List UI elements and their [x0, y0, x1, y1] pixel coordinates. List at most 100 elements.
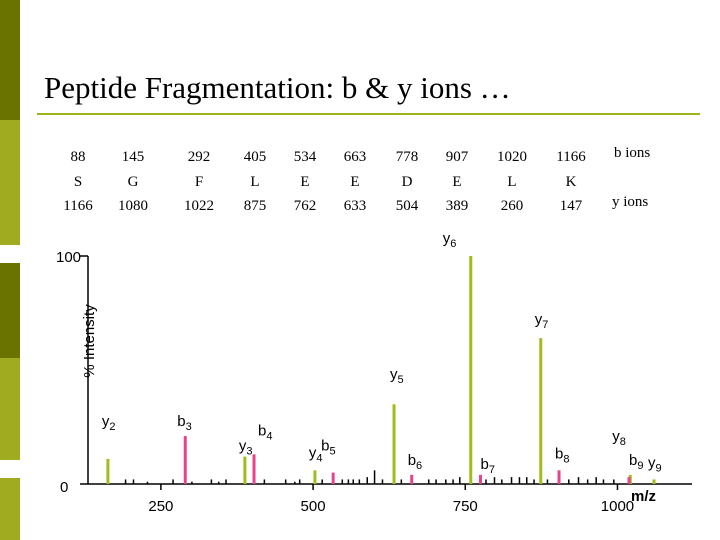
y-ions-label: y ions	[612, 194, 649, 210]
ion-number: 7	[542, 319, 548, 331]
y-tick-label: 100	[56, 249, 81, 266]
sidebar-band	[0, 478, 20, 540]
x-axis-label: m/z	[631, 488, 656, 505]
y-ion-mass: 260	[500, 198, 524, 214]
ion-letter: y	[309, 444, 317, 461]
ion-number: 6	[416, 460, 422, 472]
b-ion-mass: 778	[395, 149, 419, 165]
ion-letter: b	[177, 413, 185, 430]
ion-number: 8	[620, 436, 626, 448]
peak-label: y4	[309, 444, 323, 464]
ion-letter: y	[535, 311, 543, 328]
peak-label: b3	[177, 413, 191, 433]
peak-label: b7	[480, 456, 494, 476]
sequence-column: 145 G 1080	[103, 145, 163, 219]
amino-acid: L	[507, 173, 517, 190]
ion-letter: y	[239, 438, 247, 455]
peak-label: b6	[408, 452, 422, 472]
b-ion-mass: 663	[343, 149, 367, 165]
sidebar-band	[0, 263, 20, 358]
slide-title: Peptide Fragmentation: b & y ions …	[44, 70, 511, 105]
y-axis-label: % Intensity	[81, 304, 98, 378]
y-ion-mass: 504	[395, 198, 419, 214]
ion-letter: y	[443, 230, 451, 247]
ion-number: 3	[186, 421, 192, 433]
amino-acid: E	[300, 173, 310, 190]
b-ion-mass: 292	[187, 149, 211, 165]
sequence-column: 292 F 1022	[169, 145, 229, 219]
y-ion-mass: 633	[343, 198, 367, 214]
sequence-column: 778 D 504	[377, 145, 437, 219]
sequence-column: 534 E 762	[275, 145, 335, 219]
amino-acid: K	[565, 173, 577, 190]
sidebar-band	[0, 245, 20, 263]
slide-sidebar	[0, 0, 20, 540]
x-tick-label: 750	[453, 498, 478, 515]
sidebar-band	[0, 0, 20, 120]
sequence-column: 907 E 389	[427, 145, 487, 219]
b-ion-mass: 145	[121, 149, 145, 165]
peak-label: y6	[443, 230, 457, 250]
ion-number: 4	[266, 430, 272, 442]
peak-label: b9	[629, 452, 643, 472]
ion-number: 5	[330, 446, 336, 458]
b-ion-mass: 405	[243, 149, 267, 165]
amino-acid: D	[401, 173, 413, 190]
y-ion-mass: 147	[559, 198, 583, 214]
y-ion-mass: 389	[445, 198, 469, 214]
peak-label: y9	[648, 454, 662, 474]
y-ion-mass: 1080	[118, 198, 148, 214]
peak-label: b5	[321, 438, 335, 458]
ion-number: 8	[563, 453, 569, 465]
x-tick-label: 500	[301, 498, 326, 515]
b-ion-mass: 534	[293, 149, 317, 165]
ion-letter: b	[555, 445, 563, 462]
sidebar-band	[0, 460, 20, 478]
y-ion-mass: 1166	[63, 198, 93, 214]
ion-letter: b	[321, 438, 329, 455]
b-ion-mass: 1020	[497, 149, 527, 165]
peak-label: y2	[102, 413, 116, 433]
ion-letter: b	[408, 452, 416, 469]
ion-number: 6	[450, 238, 456, 250]
b-ion-mass: 907	[445, 149, 469, 165]
x-tick-label: 1000	[601, 498, 634, 515]
sequence-column: 405 L 875	[225, 145, 285, 219]
amino-acid: L	[250, 173, 260, 190]
x-tick-label: 250	[148, 498, 173, 515]
ion-letter: b	[629, 452, 637, 469]
title-rule	[37, 113, 700, 115]
ion-number: 2	[109, 421, 115, 433]
ion-letter: b	[480, 456, 488, 473]
ion-number: 7	[489, 464, 495, 476]
peak-label: y5	[390, 366, 404, 386]
ion-number: 3	[246, 446, 252, 458]
amino-acid: S	[73, 173, 83, 190]
ion-number: 9	[637, 460, 643, 472]
ion-letter: y	[648, 454, 656, 471]
b-ion-mass: 88	[70, 149, 86, 165]
ion-letter: b	[258, 422, 266, 439]
amino-acid: G	[127, 173, 139, 190]
amino-acid: E	[452, 173, 462, 190]
peak-label: y8	[612, 428, 626, 448]
y-ion-mass: 875	[243, 198, 267, 214]
b-ion-mass: 1166	[556, 149, 586, 165]
sequence-column: 1166 K 147	[541, 145, 601, 219]
ion-number: 4	[316, 452, 322, 464]
sidebar-band	[0, 120, 20, 245]
y-tick-label: 0	[60, 479, 68, 496]
ion-letter: y	[390, 366, 398, 383]
sidebar-band	[0, 358, 20, 460]
amino-acid: E	[350, 173, 360, 190]
b-ions-label: b ions	[614, 145, 651, 161]
peak-label: y3	[239, 438, 253, 458]
sequence-column: 88 S 1166	[48, 145, 108, 219]
ion-number: 5	[398, 374, 404, 386]
amino-acid: F	[194, 173, 204, 190]
peak-label: b4	[258, 422, 272, 442]
y-ion-mass: 762	[293, 198, 317, 214]
ion-number: 9	[656, 462, 662, 474]
y-ion-mass: 1022	[184, 198, 214, 214]
